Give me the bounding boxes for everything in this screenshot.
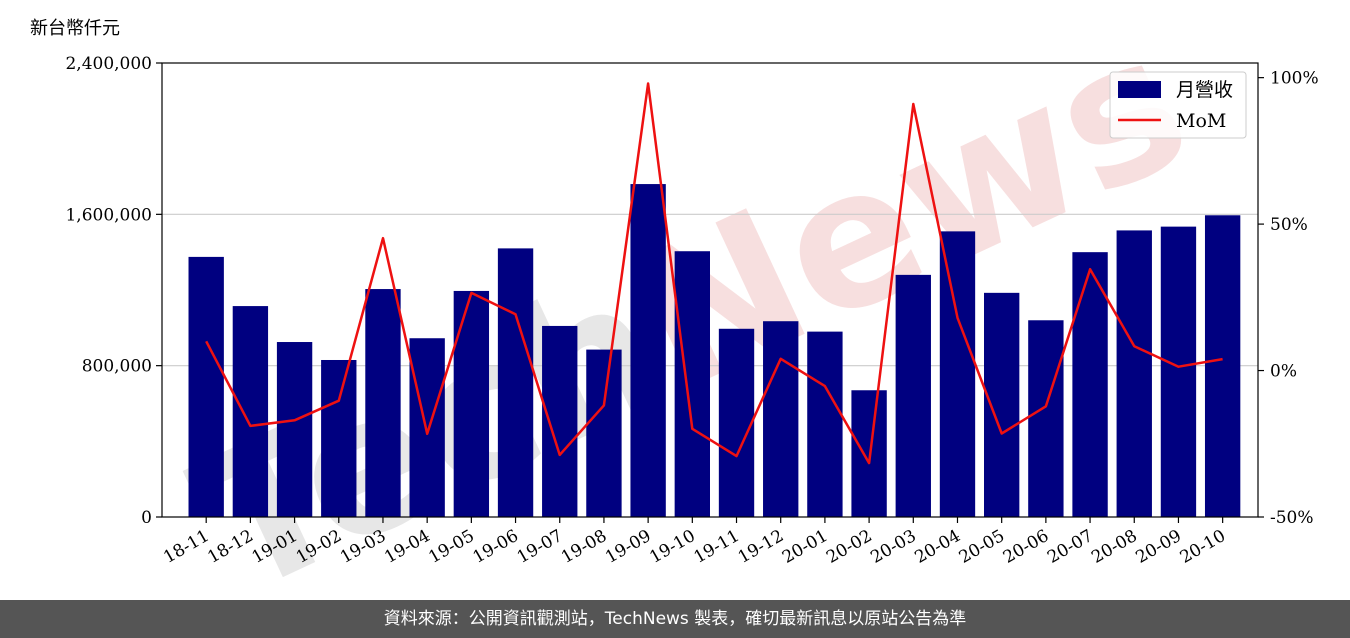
bar-20-09 [1160,226,1197,518]
bar-series [188,184,1241,518]
legend-line-label: MoM [1176,110,1226,132]
bar-20-05 [984,292,1020,517]
bar-20-01 [807,331,843,517]
legend-bar-label: 月營收 [1176,79,1233,101]
y-left-tick-label: 2,400,000 [65,54,152,74]
bar-19-08 [586,349,622,517]
chart: TechNews 0800,0001,600,0002,400,000-50%0… [30,0,1319,600]
x-tick-label: 20-06 [1000,526,1052,568]
bar-19-02 [321,359,357,517]
x-tick-label: 20-10 [1177,526,1229,568]
plot-frame [161,62,1259,518]
x-tick-label: 20-01 [779,526,831,568]
y-left-tick-label: 0 [141,508,152,528]
bar-19-01 [276,342,313,517]
y-unit-label: 新台幣仟元 [30,18,120,39]
bar-19-06 [497,248,534,517]
bar-19-07 [542,325,578,517]
x-tick-label: 19-08 [558,526,610,568]
mom-line [205,82,1223,465]
x-tick-label: 19-12 [735,526,787,568]
bar-20-04 [939,231,976,517]
bar-19-04 [409,338,445,517]
line-series [205,82,1223,465]
bar-20-03 [895,274,931,517]
footer-source-note: 資料來源：公開資訊觀測站，TechNews 製表，確切最新訊息以原站公告為準 [0,600,1350,638]
bar-20-10 [1204,215,1241,517]
bar-20-06 [1028,320,1064,517]
bar-18-11 [188,256,224,517]
x-tick-label: 19-11 [691,526,743,568]
y-right-tick-label: 100% [1270,69,1319,89]
bar-18-12 [232,306,269,517]
x-tick-label: 19-09 [602,526,654,568]
bar-19-10 [674,251,710,518]
bar-19-09 [630,184,666,518]
y-right-tick-label: 50% [1270,215,1308,235]
bar-20-08 [1116,230,1152,517]
bar-19-05 [453,290,490,517]
y-left-tick-label: 800,000 [82,357,152,377]
x-tick-label: 19-10 [646,526,698,568]
y-right-tick-label: 0% [1270,362,1297,382]
x-tick-label: 20-08 [1088,526,1140,568]
x-tick-label: 20-02 [823,526,875,568]
y-left-tick-label: 1,600,000 [65,205,152,225]
x-tick-label: 20-03 [867,526,919,568]
bar-19-03 [365,289,401,517]
x-tick-label: 18-11 [160,526,212,568]
bar-20-07 [1072,252,1108,517]
y-right-tick-label: -50% [1270,508,1314,528]
x-tick-label: 20-04 [912,526,964,568]
legend-bar-swatch [1118,81,1161,98]
bar-19-12 [763,321,799,517]
x-tick-label: 20-07 [1044,526,1096,568]
x-tick-label: 20-09 [1133,526,1185,568]
bar-19-11 [718,328,755,517]
x-tick-label: 19-07 [514,526,566,568]
x-tick-label: 20-05 [956,526,1008,568]
legend: 月營收 MoM [1109,71,1247,139]
